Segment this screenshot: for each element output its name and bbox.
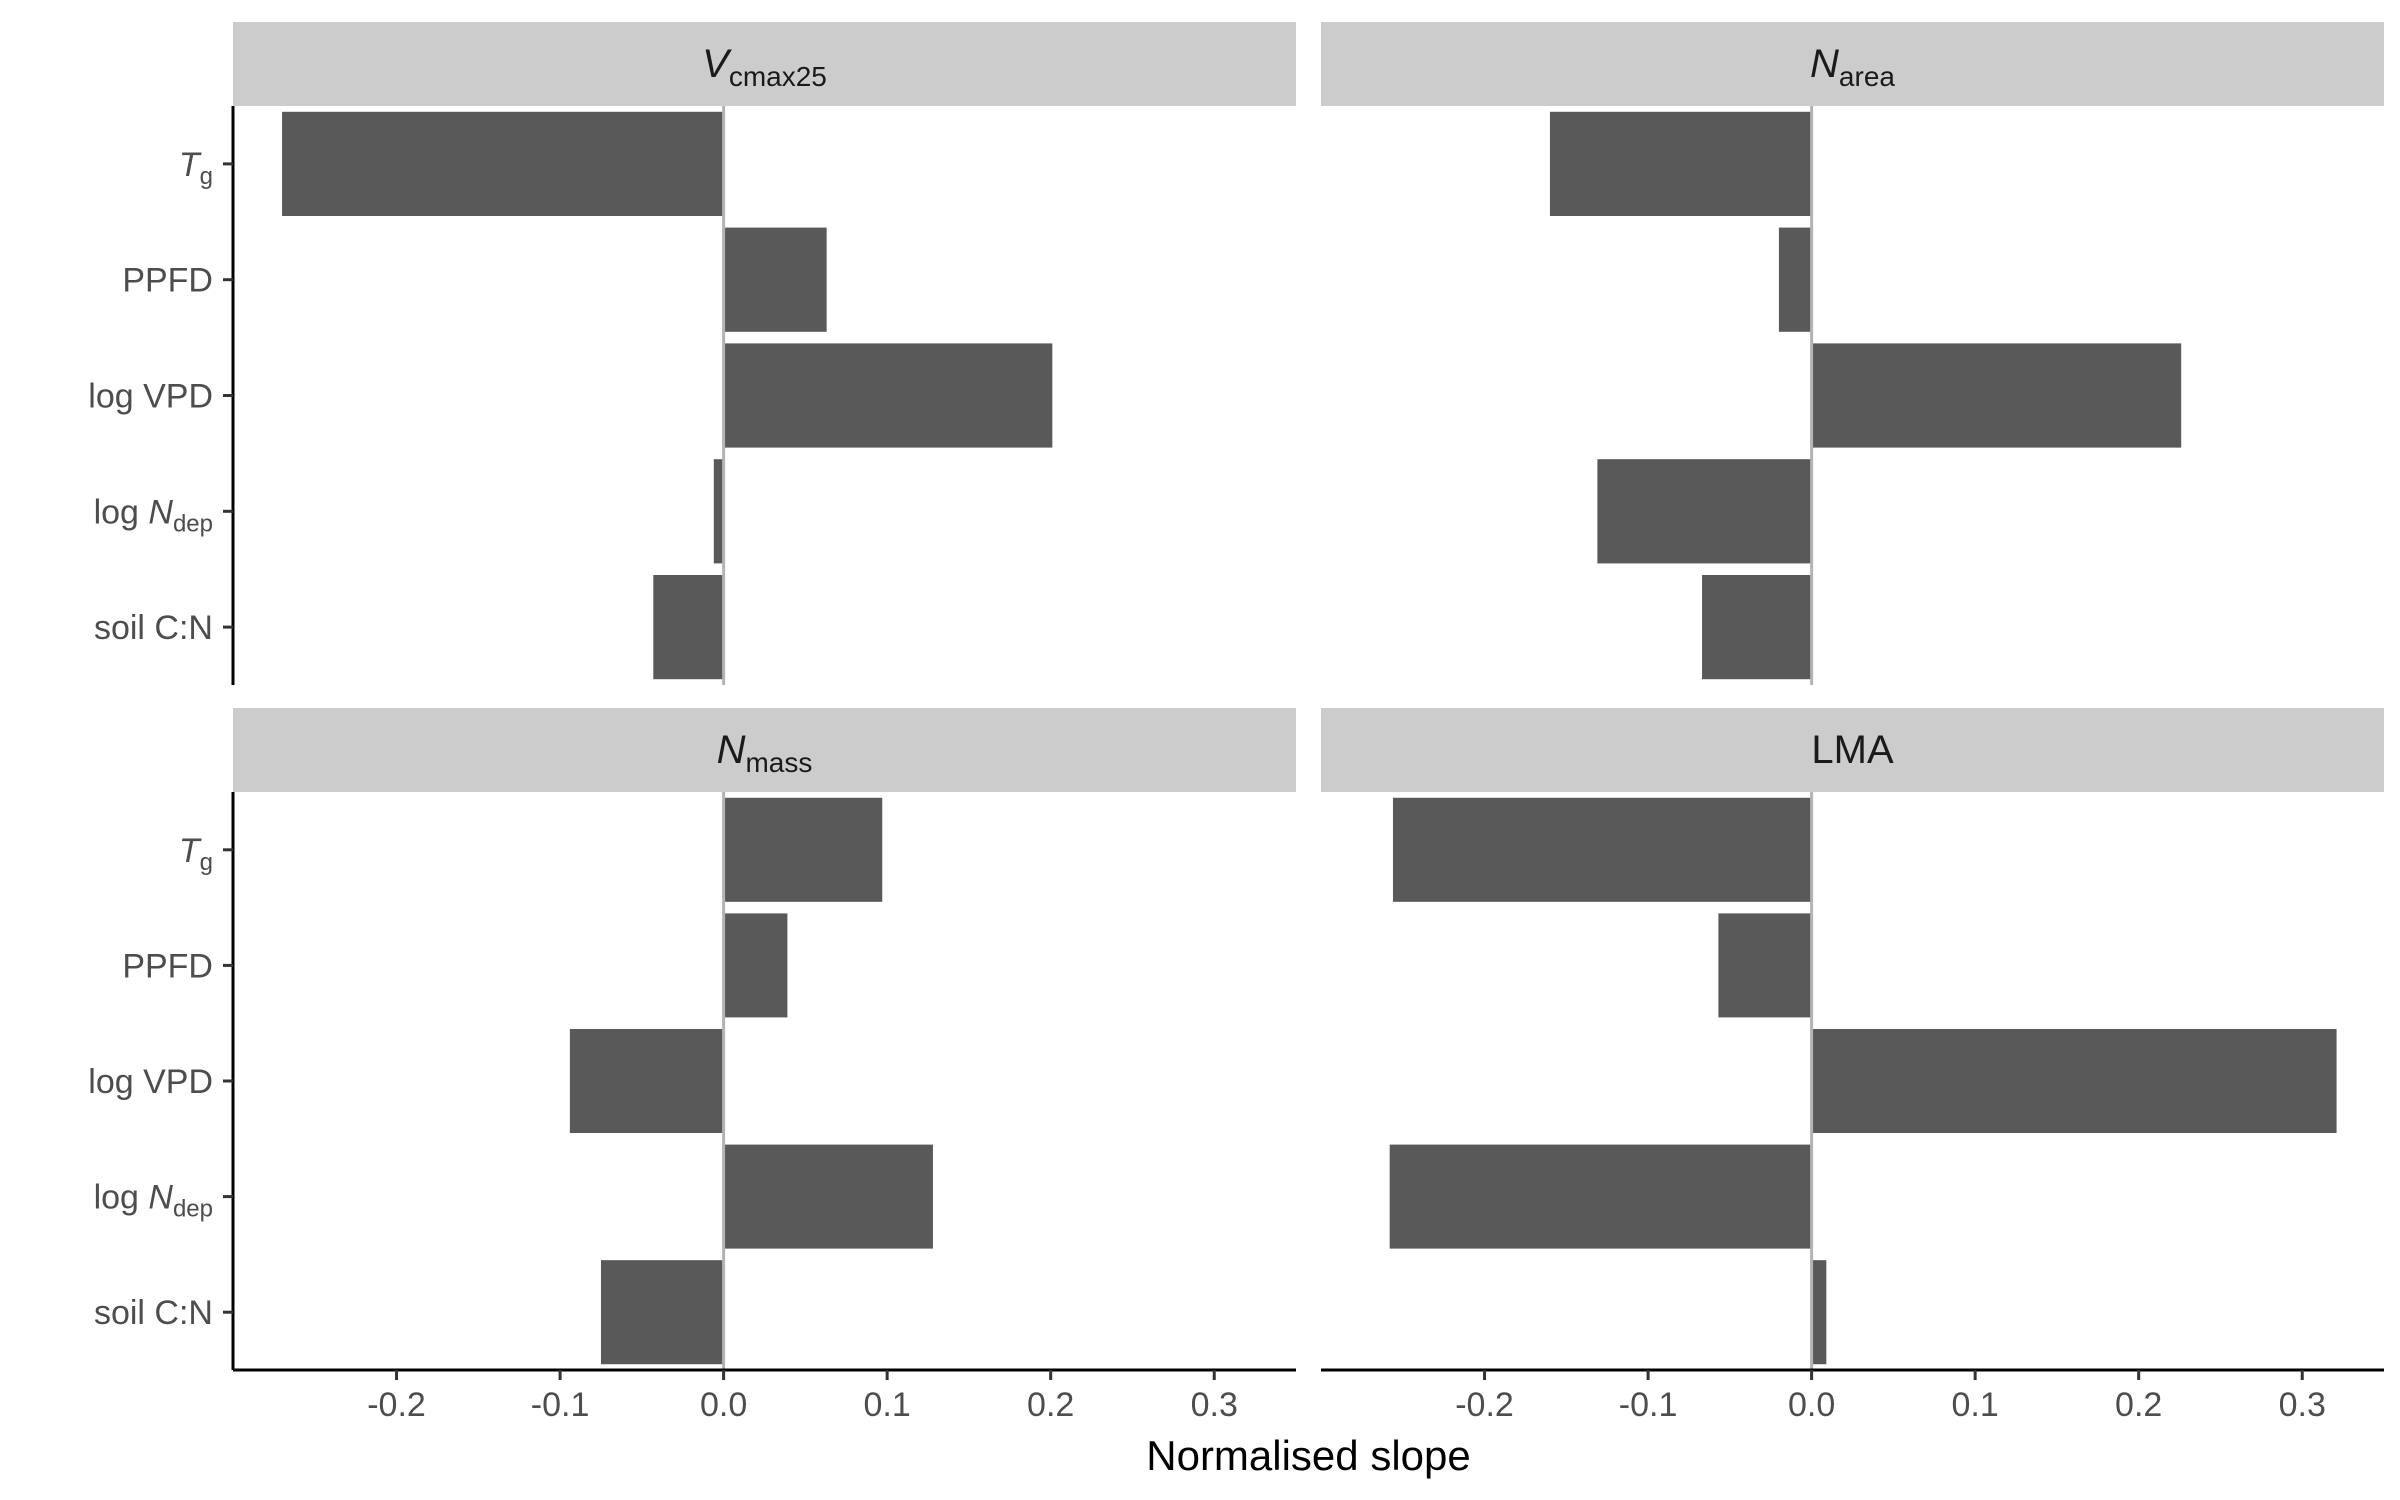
y-tick-label: log VPD [88,378,213,416]
bar [1702,574,1812,680]
bar [1392,797,1812,902]
panel-4: LMA -0.2 -0.1 0.0 0.1 0.2 0.3 [1321,708,2384,1424]
x-tick-label: 0.3 [1191,1386,1238,1424]
bar [1389,1144,1812,1249]
panel-3: Nmass Tg PPFD log VPD log Ndep soil C:N -0.2 -0… [88,708,1296,1424]
y-tick-label: log Ndep [94,1179,213,1223]
panel-2: Narea [1321,22,2384,685]
bar [1778,227,1812,332]
panel-strip [1321,708,2384,792]
bar [1549,111,1812,217]
y-tick-label: PPFD [122,262,213,300]
bar [600,1260,724,1365]
bar [723,913,788,1018]
x-tick-label: -0.2 [1455,1386,1514,1424]
bar [723,227,827,332]
bar [1811,343,2182,448]
x-tick-label: 0.2 [1027,1386,1074,1424]
y-tick-label: Tg [179,832,213,876]
x-tick-label: -0.1 [531,1386,590,1424]
x-tick-label: 0.3 [2279,1386,2326,1424]
y-tick-label: PPFD [122,947,213,985]
panel-strip [233,22,1296,106]
bar [653,574,724,680]
bar [723,797,883,902]
x-tick-label: 0.1 [864,1386,911,1424]
x-tick-label: 0.0 [1788,1386,1835,1424]
x-tick-label: 0.1 [1952,1386,1999,1424]
panel-1: Vcmax25 Tg PPFD log VPD log Ndep soil C:N [88,22,1296,685]
x-tick-label: -0.2 [367,1386,426,1424]
bar [282,111,724,217]
panel-title: LMA [1811,728,1894,772]
bar [1718,913,1812,1018]
bar [723,1144,933,1249]
bar [1811,1028,2337,1134]
bar [723,343,1053,448]
bar [569,1028,724,1134]
panel-strip [233,708,1296,792]
y-tick-label: Tg [179,146,213,190]
y-tick-label: soil C:N [94,609,213,647]
panel-title: Nmass [717,728,813,778]
x-tick-label: 0.0 [700,1386,747,1424]
bar [1597,459,1812,564]
panel-title: Vcmax25 [702,42,827,92]
y-tick-label: log VPD [88,1063,213,1101]
y-tick-label: soil C:N [94,1294,213,1332]
y-tick-label: log Ndep [94,493,213,537]
x-tick-label: 0.2 [2115,1386,2162,1424]
panel-strip [1321,22,2384,106]
bar [713,459,724,564]
x-tick-label: -0.1 [1619,1386,1678,1424]
panel-title: Narea [1810,42,1895,92]
x-axis-title: Normalised slope [1146,1432,1470,1479]
bar [1811,1260,1827,1365]
